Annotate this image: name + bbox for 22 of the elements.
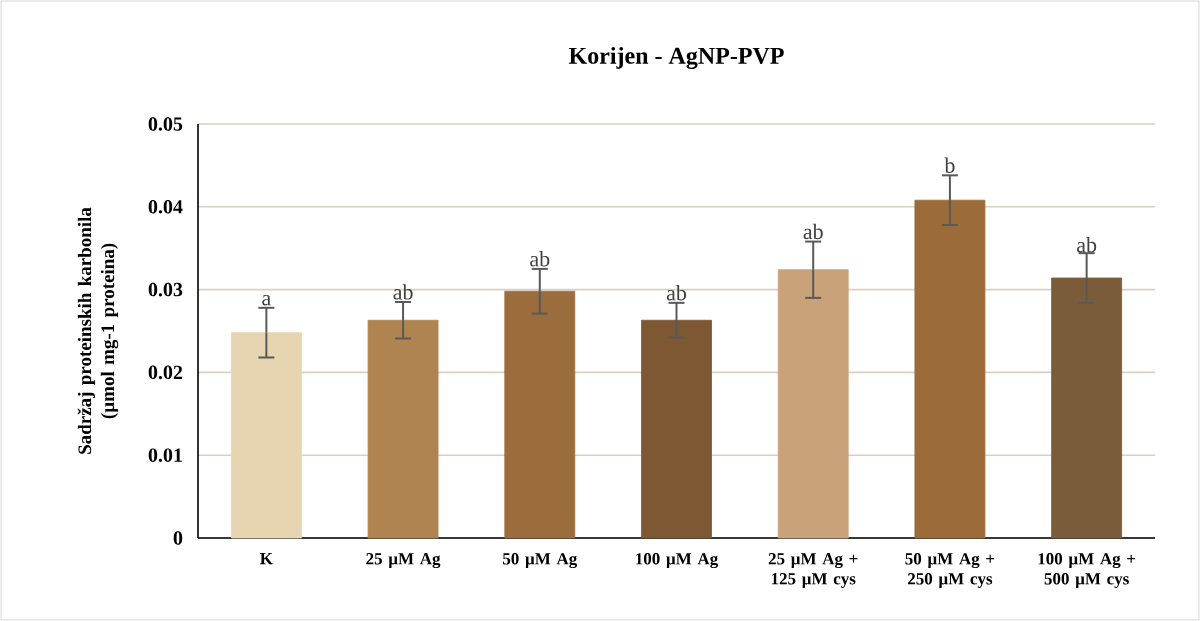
annotation: ab [803, 223, 823, 240]
annotation: ab [530, 251, 550, 267]
x-tick-label: 100 µM Ag [636, 553, 719, 569]
x-tick-label: 50 µM Ag + 250 µM cys [905, 553, 995, 589]
y-tick-label: 0.04 [148, 200, 183, 214]
annotation: ab [666, 284, 687, 301]
y-tick-label: 0 [173, 531, 183, 545]
y-axis-title: Sadržaj proteinskih karbonila (µmol mg-1 proteina) [77, 207, 119, 454]
y-tick-label: 0.03 [148, 282, 183, 297]
annotation: b [944, 157, 955, 173]
x-tick-label: 25 µM Ag [366, 553, 441, 569]
y-tick-label: 0.02 [148, 365, 183, 380]
annotation: a [262, 294, 271, 306]
annotation: ab [1077, 236, 1097, 253]
annotation: ab [393, 284, 413, 300]
y-tick-label: 0.01 [148, 448, 182, 462]
x-tick-label: K [260, 553, 273, 565]
x-tick-label: 50 µM Ag [503, 553, 578, 569]
y-tick-label: 0.05 [148, 117, 183, 131]
x-tick-label: 25 µM Ag + 125 µM cys [768, 553, 858, 588]
chart-title: Korijen - AgNP-PVP [568, 46, 784, 69]
x-tick-label: 100 µM Ag + 500 µM cys [1038, 553, 1136, 589]
